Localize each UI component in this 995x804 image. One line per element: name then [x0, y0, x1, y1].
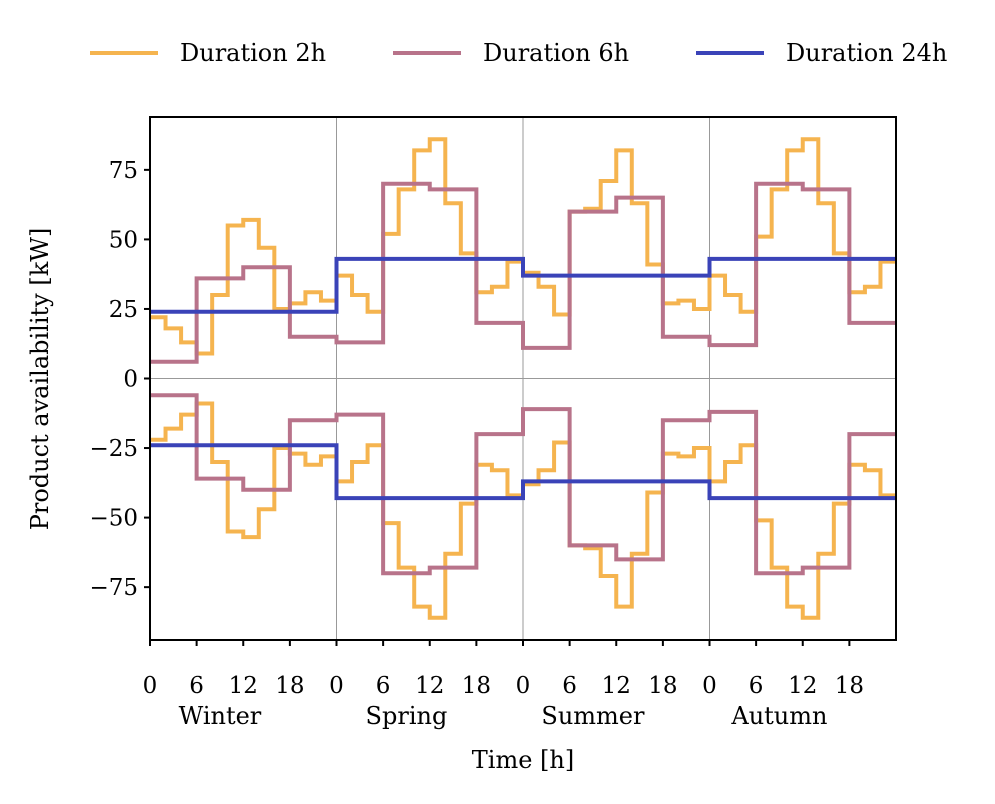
series-duration-24h-positive	[150, 256, 896, 314]
x-axis-ticks: 0 6 12 18 0 6 12 18 0 6 12 18 0 6 12 18	[143, 640, 864, 699]
x-tick-label: 18	[648, 673, 677, 699]
x-tick-label: 12	[229, 673, 258, 699]
y-tick-label: −50	[89, 506, 138, 532]
legend: Duration 2h Duration 6h Duration 24h	[90, 39, 947, 67]
x-tick-label: 12	[788, 673, 817, 699]
season-label-spring: Spring	[366, 702, 448, 730]
series-duration-6h-positive	[150, 181, 896, 364]
season-label-summer: Summer	[541, 702, 645, 730]
x-tick-label: 6	[749, 673, 764, 699]
legend-label-duration-2h: Duration 2h	[180, 39, 326, 67]
x-tick-label: 18	[835, 673, 864, 699]
x-tick-label: 6	[562, 673, 577, 699]
season-label-autumn: Autumn	[730, 702, 827, 730]
y-tick-label: 25	[109, 297, 138, 323]
legend-label-duration-6h: Duration 6h	[483, 39, 629, 67]
x-tick-label: 18	[462, 673, 491, 699]
y-tick-label: −75	[89, 575, 138, 601]
x-tick-label: 0	[143, 673, 158, 699]
y-axis-ticks: −75 −50 −25 0 25 50 75	[89, 158, 150, 601]
series-duration-6h-negative	[150, 393, 896, 576]
x-tick-label: 6	[376, 673, 391, 699]
plot-series	[150, 137, 896, 620]
x-tick-label: 6	[189, 673, 204, 699]
season-labels: Winter Spring Summer Autumn	[179, 702, 828, 730]
legend-label-duration-24h: Duration 24h	[786, 39, 947, 67]
y-tick-label: 50	[109, 227, 138, 253]
y-tick-label: 0	[123, 367, 138, 393]
x-tick-label: 12	[415, 673, 444, 699]
x-tick-label: 0	[329, 673, 344, 699]
x-tick-label: 18	[275, 673, 304, 699]
x-tick-label: 0	[702, 673, 717, 699]
x-axis-label: Time [h]	[472, 746, 574, 774]
y-axis-label: Product availability [kW]	[26, 228, 54, 531]
x-tick-label: 0	[516, 673, 531, 699]
y-tick-label: −25	[89, 436, 138, 462]
y-tick-label: 75	[109, 158, 138, 184]
gridlines	[150, 117, 896, 640]
x-tick-label: 12	[602, 673, 631, 699]
series-duration-24h-negative	[150, 443, 896, 501]
season-label-winter: Winter	[179, 702, 262, 730]
